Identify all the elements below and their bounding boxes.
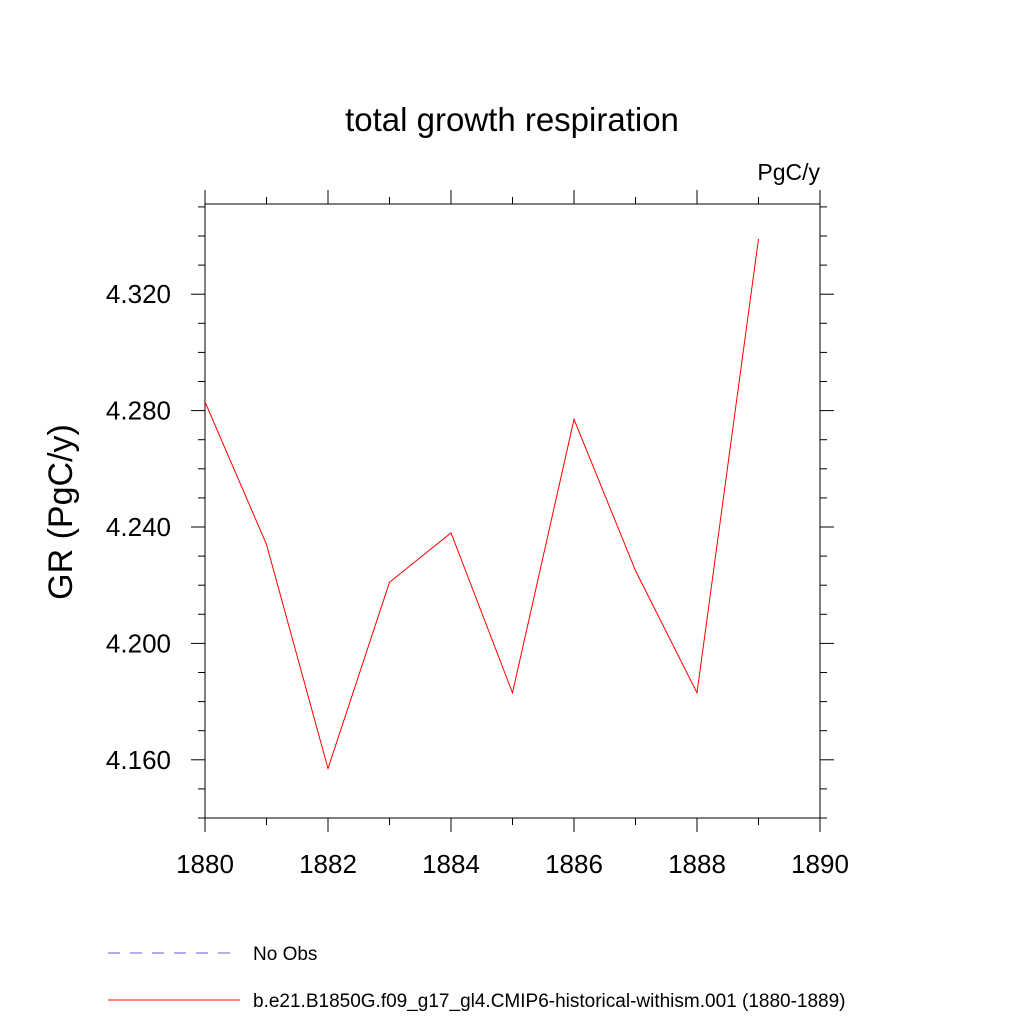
legend-label-no-obs: No Obs — [253, 944, 317, 965]
x-tick-label: 1888 — [668, 849, 726, 879]
x-tick-label: 1890 — [791, 849, 849, 879]
plot-frame — [204, 203, 821, 819]
y-axis-tick-labels: 4.160 4.200 4.240 4.280 4.320 — [106, 279, 171, 775]
x-axis-tick-labels: 1880 1882 1884 1886 1888 1890 — [176, 849, 849, 879]
y-axis-label: GR (PgC/y) — [42, 424, 80, 600]
y-tick-label: 4.200 — [106, 628, 171, 658]
legend: No Obs b.e21.B1850G.f09_g17_gl4.CMIP6-hi… — [108, 944, 846, 1012]
y-tick-label: 4.160 — [106, 745, 171, 775]
x-axis-ticks — [204, 190, 821, 832]
x-tick-label: 1880 — [176, 849, 234, 879]
y-tick-label: 4.280 — [106, 396, 171, 426]
y-axis-ticks — [191, 206, 834, 819]
x-tick-label: 1886 — [545, 849, 603, 879]
units-label: PgC/y — [757, 159, 820, 185]
series-line — [204, 238, 759, 771]
legend-label-model: b.e21.B1850G.f09_g17_gl4.CMIP6-historica… — [253, 991, 846, 1012]
y-tick-label: 4.320 — [106, 279, 171, 309]
series-layer — [204, 238, 759, 771]
x-tick-label: 1882 — [299, 849, 357, 879]
y-tick-label: 4.240 — [106, 512, 171, 542]
chart-title: total growth respiration — [345, 101, 679, 138]
x-tick-label: 1884 — [422, 849, 480, 879]
